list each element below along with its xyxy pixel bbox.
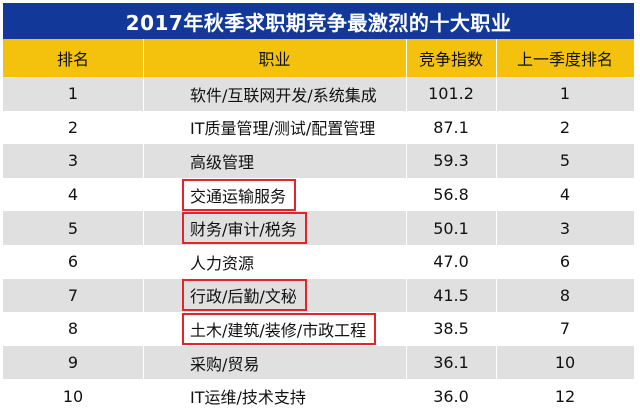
table-row: 1 软件/互联网开发/系统集成 101.2 1: [3, 77, 634, 111]
previous-rank-cell: 3: [559, 218, 571, 238]
rank-cell: 5: [67, 218, 79, 238]
table-header-row: 排名 职业 竞争指数 上一季度排名: [3, 39, 634, 77]
job-label: IT运维/技术支持: [190, 388, 306, 408]
job-cell: 行政/后勤/文秘: [143, 279, 406, 313]
competition-index-cell: 47.0: [433, 252, 469, 272]
table-row: 6 人力资源 47.0 6: [3, 244, 634, 279]
header-rank: 排名: [56, 50, 89, 69]
table-row: 10 IT运维/技术支持 36.0 12: [3, 379, 634, 413]
competition-index-cell: 87.1: [433, 117, 469, 137]
rank-cell: 2: [67, 117, 79, 137]
table-row: 2 IT质量管理/测试/配置管理 87.1 2: [3, 110, 634, 145]
competition-index-cell: 36.0: [433, 386, 469, 406]
job-cell: IT质量管理/测试/配置管理: [143, 111, 406, 145]
rank-cell: 1: [67, 84, 79, 104]
previous-rank-cell: 10: [554, 353, 576, 373]
rank-cell: 9: [67, 353, 79, 373]
job-label: 软件/互联网开发/系统集成: [190, 85, 377, 105]
job-cell: 交通运输服务: [143, 178, 406, 212]
ranking-table: 2017年秋季求职期竞争最激烈的十大职业 排名 职业 竞争指数 上一季度排名 1…: [3, 3, 634, 413]
table-row: 3 高级管理 59.3 5: [3, 144, 634, 178]
previous-rank-cell: 7: [559, 319, 571, 339]
previous-rank-cell: 12: [554, 386, 576, 406]
previous-rank-cell: 2: [559, 117, 571, 137]
job-cell: IT运维/技术支持: [143, 379, 406, 413]
header-previous-quarter-rank: 上一季度排名: [516, 50, 613, 69]
competition-index-cell: 59.3: [433, 151, 469, 171]
highlighted-job-label: 财务/审计/税务: [182, 212, 307, 245]
competition-index-cell: 56.8: [433, 185, 469, 205]
table-row: 5 财务/审计/税务 50.1 3: [3, 211, 634, 245]
highlighted-job-label: 交通运输服务: [181, 178, 297, 211]
rank-cell: 8: [67, 319, 79, 339]
table-body: 1 软件/互联网开发/系统集成 101.2 1 2 IT质量管理/测试/配置管理 87.1 2…: [3, 77, 634, 413]
table-row: 9 采购/贸易 36.1 10: [3, 345, 634, 380]
rank-cell: 10: [62, 386, 84, 406]
column-divider: [143, 39, 144, 412]
job-cell: 高级管理: [143, 144, 406, 178]
job-cell: 采购/贸易: [143, 346, 406, 380]
previous-rank-cell: 6: [559, 252, 571, 272]
previous-rank-cell: 5: [559, 151, 571, 171]
table-title: 2017年秋季求职期竞争最激烈的十大职业: [3, 3, 634, 39]
competition-index-cell: 38.5: [433, 319, 469, 339]
job-label: 人力资源: [190, 253, 255, 273]
highlighted-job-label: 土木/建筑/装修/市政工程: [181, 312, 377, 345]
rank-cell: 4: [67, 185, 79, 205]
table-row: 8 土木/建筑/装修/市政工程 38.5 7: [3, 312, 634, 346]
previous-rank-cell: 1: [559, 84, 571, 104]
rank-cell: 7: [67, 285, 79, 305]
header-job: 职业: [258, 50, 291, 69]
competition-index-cell: 41.5: [433, 285, 469, 305]
rank-cell: 6: [67, 252, 79, 272]
job-label: IT质量管理/测试/配置管理: [190, 119, 376, 139]
table-row: 4 交通运输服务 56.8 4: [3, 177, 634, 212]
job-label: 高级管理: [190, 152, 255, 172]
rank-cell: 3: [67, 151, 79, 171]
competition-index-cell: 36.1: [433, 353, 469, 373]
header-competition-index: 竞争指数: [418, 50, 483, 69]
competition-index-cell: 50.1: [433, 218, 469, 238]
column-divider: [406, 39, 407, 412]
previous-rank-cell: 8: [559, 285, 571, 305]
job-cell: 土木/建筑/装修/市政工程: [143, 312, 406, 346]
column-divider: [496, 39, 497, 412]
table-row: 7 行政/后勤/文秘 41.5 8: [3, 278, 634, 313]
competition-index-cell: 101.2: [428, 84, 474, 104]
highlighted-job-label: 行政/后勤/文秘: [182, 279, 307, 312]
job-cell: 软件/互联网开发/系统集成: [143, 77, 406, 111]
job-cell: 人力资源: [143, 245, 406, 279]
previous-rank-cell: 4: [559, 185, 571, 205]
job-cell: 财务/审计/税务: [143, 211, 406, 245]
job-label: 采购/贸易: [190, 354, 260, 374]
